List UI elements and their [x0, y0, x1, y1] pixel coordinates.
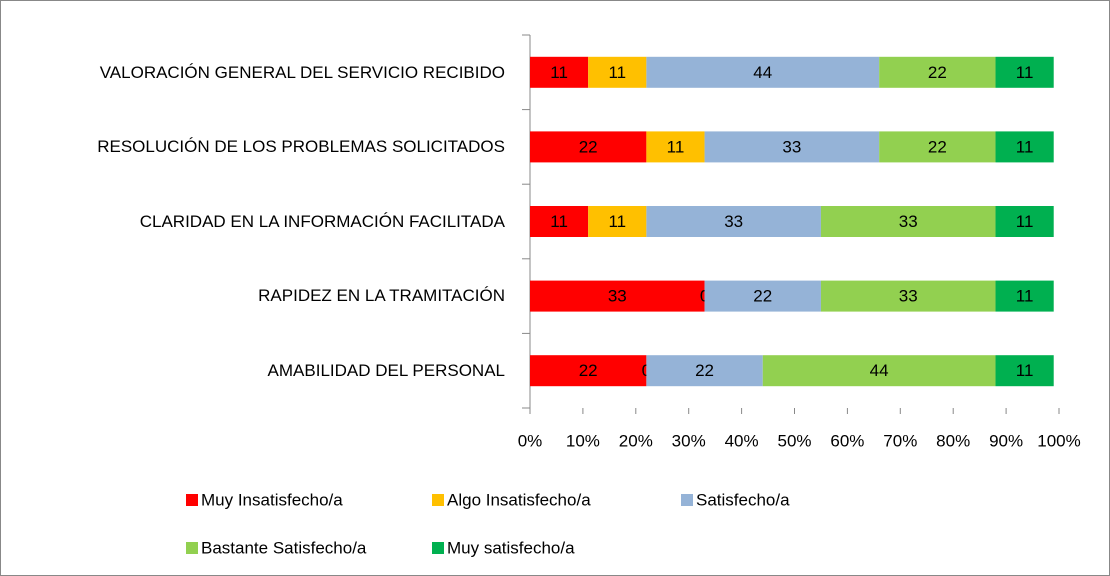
bar-segment [995, 56, 1054, 88]
x-tick-label: 10% [566, 431, 600, 450]
data-label: 11 [1016, 361, 1034, 380]
bar-segment [995, 280, 1054, 312]
category-label-box: RAPIDEZ EN LA TRAMITACIÓN [10, 259, 505, 333]
data-label: 44 [870, 361, 889, 380]
bar-segment [646, 355, 763, 387]
x-tick-label: 0% [518, 431, 543, 450]
data-label: 11 [1016, 287, 1034, 306]
data-label: 22 [928, 137, 947, 156]
bar-segment [646, 131, 705, 163]
y-tick-label: RAPIDEZ EN LA TRAMITACIÓN [258, 286, 505, 306]
category-label-box: CLARIDAD EN LA INFORMACIÓN FACILITADA [10, 184, 505, 258]
bar-segment [646, 206, 821, 237]
x-tick-label: 40% [725, 431, 759, 450]
data-label: 11 [1016, 63, 1034, 82]
data-label: 33 [899, 212, 918, 231]
data-label: 22 [753, 287, 772, 306]
legend-label: Algo Insatisfecho/a [447, 490, 591, 509]
bar-segment [704, 280, 821, 312]
bar-segment [879, 131, 996, 163]
x-tick-label: 30% [672, 431, 706, 450]
bar-segment [995, 206, 1054, 237]
x-tick-label: 70% [883, 431, 917, 450]
x-tick-label: 100% [1037, 431, 1080, 450]
data-label: 11 [667, 137, 685, 156]
data-label: 22 [928, 63, 947, 82]
x-tick-label: 80% [936, 431, 970, 450]
data-label: 11 [608, 212, 626, 231]
legend-swatch [186, 494, 198, 506]
data-label: 11 [608, 63, 626, 82]
data-label: 11 [550, 63, 568, 82]
x-tick-label: 20% [619, 431, 653, 450]
data-label: 22 [695, 361, 714, 380]
data-label: 22 [579, 361, 598, 380]
data-label: 33 [782, 137, 801, 156]
bar-segment [530, 56, 589, 88]
data-label: 11 [550, 212, 568, 231]
bar-segment [530, 206, 589, 237]
y-tick-label: AMABILIDAD DEL PERSONAL [267, 360, 505, 380]
y-tick-label: CLARIDAD EN LA INFORMACIÓN FACILITADA [139, 211, 505, 231]
y-tick-label: RESOLUCIÓN DE LOS PROBLEMAS SOLICITADOS [97, 137, 505, 157]
bar-segment [588, 206, 647, 237]
bar-segment [879, 56, 996, 88]
bar-segment [820, 206, 996, 237]
bar-segment [588, 56, 647, 88]
x-tick-label: 90% [989, 431, 1023, 450]
legend-label: Satisfecho/a [696, 490, 790, 509]
legend-swatch [186, 542, 198, 554]
category-label-box: VALORACIÓN GENERAL DEL SERVICIO RECIBIDO [10, 35, 505, 109]
legend-label: Muy Insatisfecho/a [201, 490, 343, 509]
data-label: 11 [1016, 212, 1034, 231]
category-label-box: RESOLUCIÓN DE LOS PROBLEMAS SOLICITADOS [10, 110, 505, 184]
x-tick-label: 50% [777, 431, 811, 450]
legend-label: Muy satisfecho/a [447, 538, 575, 557]
bar-segment [704, 131, 880, 163]
legend-label: Bastante Satisfecho/a [201, 538, 367, 557]
y-tick-label: VALORACIÓN GENERAL DEL SERVICIO RECIBIDO [99, 62, 505, 82]
bar-segment [530, 355, 647, 387]
data-label: 33 [608, 287, 627, 306]
data-label: 33 [724, 212, 743, 231]
bar-segment [530, 280, 705, 312]
category-label-box: AMABILIDAD DEL PERSONAL [10, 333, 505, 407]
data-label: 33 [899, 287, 918, 306]
bar-segment [646, 56, 880, 88]
data-label: 11 [1016, 137, 1034, 156]
legend-swatch [432, 542, 444, 554]
data-label: 44 [753, 63, 772, 82]
bar-segment [820, 280, 996, 312]
x-tick-label: 60% [830, 431, 864, 450]
bar-segment [995, 355, 1054, 387]
legend-swatch [432, 494, 444, 506]
legend-swatch [681, 494, 693, 506]
bar-segment [530, 131, 647, 163]
bar-segment [995, 131, 1054, 163]
data-label: 22 [579, 137, 598, 156]
bar-segment [762, 355, 996, 387]
